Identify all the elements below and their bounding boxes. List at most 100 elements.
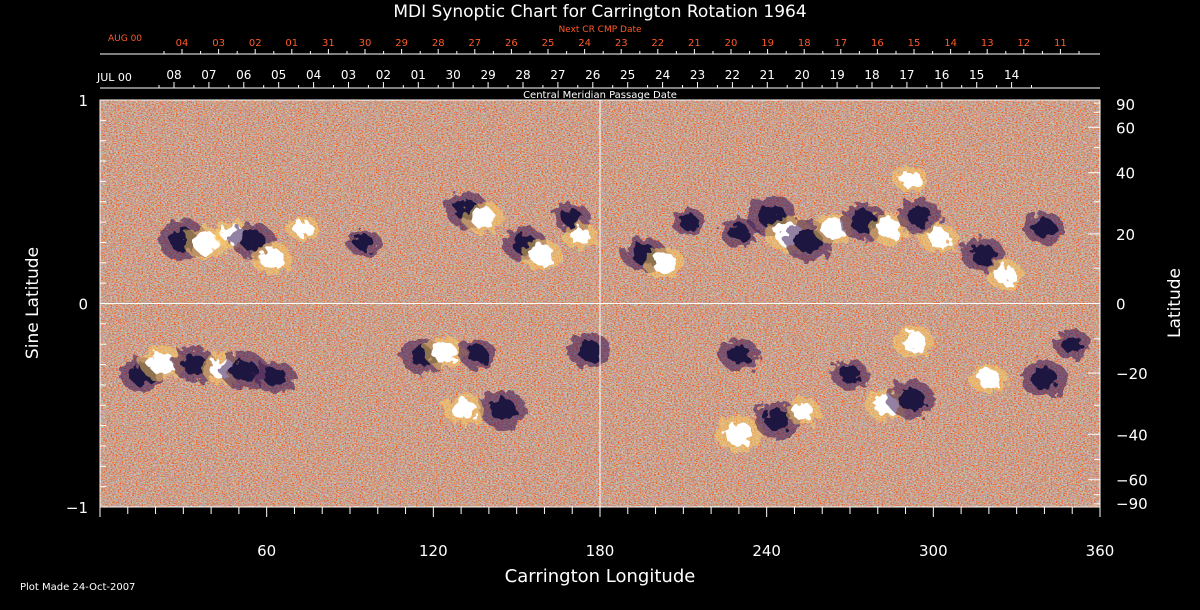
next-cr-date-label: 27: [468, 38, 481, 49]
right-tick-label: 40: [1116, 165, 1135, 183]
region-positive-26: [994, 265, 1017, 285]
region-positive-10: [529, 244, 554, 266]
next-cr-date-label: 19: [761, 38, 774, 49]
next-cr-date-label: 14: [944, 38, 957, 49]
region-positive-36: [432, 341, 457, 363]
region-negative-40: [576, 339, 602, 361]
next-cr-date-label: 23: [615, 38, 628, 49]
y-axis-left: 1 0 −1: [66, 92, 112, 517]
cmp-date-label: 23: [690, 68, 705, 82]
region-negative-38: [489, 398, 516, 421]
region-negative-41: [727, 344, 751, 364]
left-tick-label: 0: [78, 296, 88, 314]
right-tick-label: 60: [1116, 119, 1135, 137]
next-cr-date-label: 20: [725, 38, 738, 49]
left-tick-label: −1: [66, 499, 88, 517]
x-axis-label: Carrington Longitude: [505, 566, 696, 587]
region-positive-22: [876, 217, 902, 239]
next-cr-date-label: 26: [505, 38, 518, 49]
next-cr-date-label: 31: [322, 38, 335, 49]
cmp-axis-label: Central Meridian Passage Date: [523, 90, 677, 101]
region-negative-23: [907, 205, 932, 227]
next-cr-date-label: 15: [908, 38, 921, 49]
next-cr-month-label: AUG 00: [108, 34, 142, 44]
region-positive-5: [293, 220, 313, 237]
cmp-date-label: 16: [934, 68, 949, 82]
region-negative-16: [728, 223, 750, 242]
right-tick-label: −90: [1116, 495, 1148, 513]
region-negative-33: [231, 359, 258, 382]
next-cr-date-label: 24: [578, 38, 591, 49]
next-cr-date-label: 02: [249, 38, 262, 49]
cmp-date-label: 26: [585, 68, 600, 82]
x-axis: 60 120 180 240 300 360: [99, 507, 1115, 560]
chart-title: MDI Synoptic Chart for Carrington Rotati…: [393, 2, 806, 22]
cmp-date-label: 30: [446, 68, 461, 82]
right-tick-label: 0: [1116, 296, 1126, 314]
y-axis-right-label: Latitude: [1165, 268, 1185, 338]
region-positive-4: [260, 248, 285, 270]
bottom-tick-label: 240: [752, 542, 781, 560]
next-cr-date-label: 28: [432, 38, 445, 49]
region-negative-51: [1061, 335, 1083, 354]
right-tick-label: −20: [1116, 365, 1148, 383]
right-tick-label: 20: [1116, 226, 1135, 244]
region-positive-44: [792, 402, 814, 421]
next-cr-date-label: 16: [871, 38, 884, 49]
next-cr-date-label: 03: [212, 38, 225, 49]
right-tick-label: −40: [1116, 426, 1148, 444]
cmp-date-label: 03: [341, 68, 356, 82]
y-axis-left-label: Sine Latitude: [23, 247, 43, 359]
next-cr-date-label: 13: [981, 38, 994, 49]
region-negative-27: [1033, 218, 1056, 238]
next-cr-date-label: 25: [542, 38, 555, 49]
cmp-date-label: 02: [376, 68, 391, 82]
cmp-date-label: 15: [969, 68, 984, 82]
region-negative-48: [839, 365, 861, 384]
region-positive-42: [724, 421, 753, 446]
date-axes: 08 07 06 05 04 03 02 01 30 29 28 27 26 25 24 23 22 21 20 19…: [100, 38, 1100, 89]
region-negative-3: [240, 230, 265, 251]
cmp-date-label: 27: [550, 68, 565, 82]
region-positive-47: [901, 331, 927, 353]
cmp-date-label: 29: [480, 68, 495, 82]
region-positive-1: [192, 231, 219, 254]
next-cr-date-label: 30: [359, 38, 372, 49]
next-cr-date-label: 01: [285, 38, 298, 49]
bottom-tick-label: 180: [586, 542, 615, 560]
cmp-date-label: 05: [271, 68, 286, 82]
cmp-month-label: JUL 00: [96, 71, 132, 84]
region-negative-31: [182, 354, 207, 375]
bottom-tick-label: 300: [919, 542, 948, 560]
cmp-date-label: 21: [760, 68, 775, 82]
cmp-date-label: 25: [620, 68, 635, 82]
bottom-tick-label: 360: [1086, 542, 1115, 560]
cmp-date-label: 17: [899, 68, 914, 82]
right-tick-label: 90: [1116, 96, 1135, 114]
cmp-date-label: 28: [515, 68, 530, 82]
next-cr-date-label: 12: [1017, 38, 1030, 49]
left-tick-label: 1: [78, 92, 88, 110]
region-negative-15: [679, 214, 699, 231]
region-negative-11: [561, 209, 583, 227]
next-cr-date-label: 21: [688, 38, 701, 49]
region-positive-14: [651, 252, 677, 274]
region-positive-30: [148, 351, 175, 374]
cmp-date-label: 06: [236, 68, 251, 82]
y-axis-right: 90 60 40 20 0 −20 −40 −60 −90: [1088, 96, 1148, 513]
region-negative-25: [971, 244, 996, 266]
region-negative-34: [263, 367, 287, 387]
next-cr-date-label: 22: [651, 38, 664, 49]
next-cr-date-label: 29: [395, 38, 408, 49]
region-positive-49: [977, 369, 1001, 389]
region-negative-43: [764, 408, 791, 431]
region-positive-39: [451, 398, 477, 420]
cmp-date-label: 04: [306, 68, 321, 82]
region-positive-8: [471, 207, 496, 229]
region-positive-28: [900, 170, 922, 189]
right-tick-label: −60: [1116, 472, 1148, 490]
region-negative-46: [898, 387, 925, 411]
next-cr-date-label: 04: [176, 38, 189, 49]
next-cr-date-label: 11: [1054, 38, 1067, 49]
